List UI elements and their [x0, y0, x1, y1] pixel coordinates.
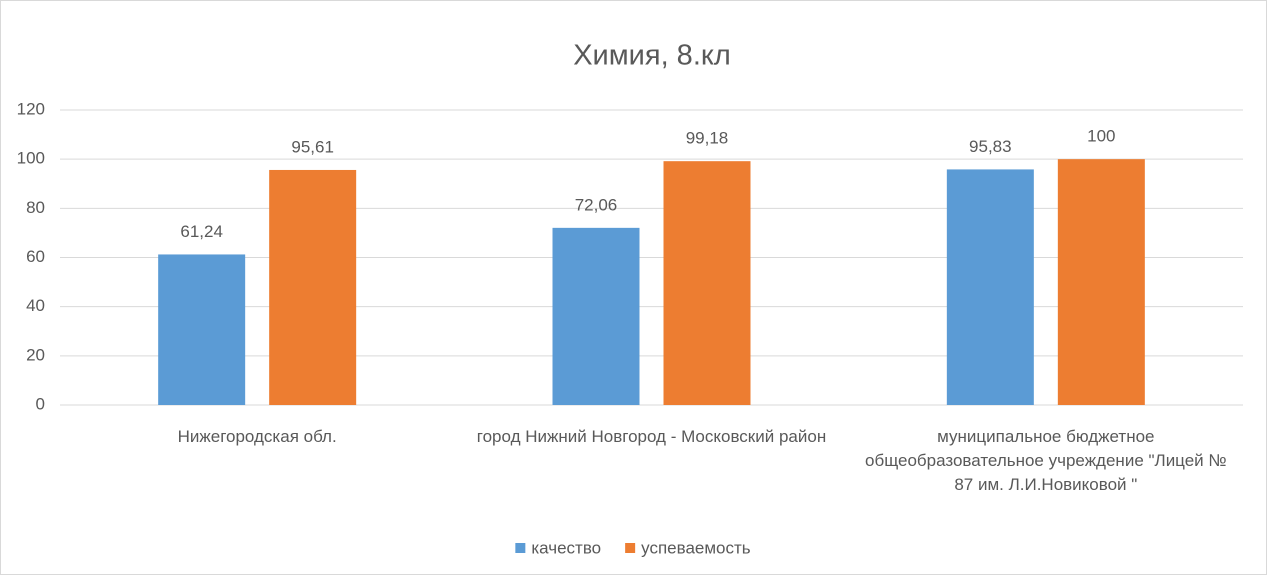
data-label: 61,24: [180, 222, 223, 241]
bar: [946, 169, 1034, 405]
y-tick-label: 100: [17, 149, 45, 168]
legend-swatch: [515, 543, 526, 553]
y-tick-label: 80: [26, 198, 45, 217]
bar: [269, 169, 357, 405]
bar: [663, 161, 751, 405]
data-label: 100: [1087, 127, 1115, 146]
x-tick-label: город Нижний Новгород - Московский район: [476, 427, 827, 446]
y-tick-label: 20: [26, 345, 45, 364]
x-tick-label: муниципальное бюджетное общеобразователь…: [865, 427, 1227, 494]
chart-title: Химия, 8.кл: [573, 40, 731, 72]
bar: [158, 254, 246, 405]
x-tick-label: Нижегородская обл.: [177, 427, 337, 446]
legend-label: успеваемость: [641, 538, 751, 557]
y-tick-label: 40: [26, 296, 45, 315]
data-label: 95,83: [969, 137, 1012, 156]
y-tick-label: 120: [17, 99, 45, 118]
y-tick-label: 0: [36, 394, 45, 413]
data-label: 99,18: [686, 129, 729, 148]
legend-label: качество: [531, 538, 601, 557]
bar: [552, 227, 640, 405]
bar: [1057, 159, 1145, 405]
data-label: 95,61: [291, 137, 334, 156]
legend-swatch: [625, 543, 636, 553]
data-label: 72,06: [575, 195, 618, 214]
y-tick-label: 60: [26, 247, 45, 266]
